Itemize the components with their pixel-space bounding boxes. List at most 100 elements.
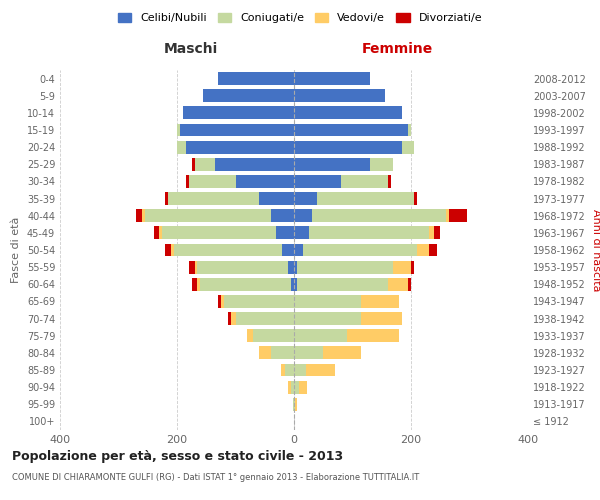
Text: Maschi: Maschi xyxy=(164,42,218,56)
Bar xyxy=(235,175,294,188)
Bar xyxy=(174,244,283,256)
Bar xyxy=(183,106,294,120)
Bar xyxy=(288,380,291,394)
Bar xyxy=(283,244,294,256)
Bar xyxy=(291,380,294,394)
Bar xyxy=(259,192,294,205)
Bar xyxy=(194,158,215,170)
Bar xyxy=(347,330,400,342)
Bar xyxy=(306,364,335,376)
Bar xyxy=(186,140,294,153)
Bar xyxy=(294,158,370,170)
Bar xyxy=(224,295,294,308)
Bar xyxy=(294,175,341,188)
Bar xyxy=(231,312,235,325)
Bar xyxy=(171,244,174,256)
Bar xyxy=(361,312,402,325)
Bar xyxy=(177,124,180,136)
Bar xyxy=(311,210,446,222)
Bar xyxy=(370,158,394,170)
Bar xyxy=(288,260,294,274)
Bar xyxy=(411,260,414,274)
Bar xyxy=(446,210,449,222)
Bar xyxy=(271,346,294,360)
Bar xyxy=(428,244,437,256)
Bar xyxy=(294,226,308,239)
Bar xyxy=(294,346,323,360)
Bar xyxy=(294,72,370,85)
Bar xyxy=(294,380,299,394)
Bar xyxy=(293,398,294,410)
Bar xyxy=(388,175,391,188)
Bar xyxy=(259,346,271,360)
Bar xyxy=(341,175,388,188)
Bar xyxy=(142,210,145,222)
Bar xyxy=(154,226,160,239)
Bar xyxy=(160,226,163,239)
Bar xyxy=(308,226,428,239)
Bar xyxy=(414,192,417,205)
Bar xyxy=(180,124,294,136)
Bar xyxy=(200,278,291,290)
Bar xyxy=(168,192,259,205)
Bar xyxy=(228,312,231,325)
Bar xyxy=(294,330,347,342)
Bar xyxy=(297,278,388,290)
Bar xyxy=(145,210,271,222)
Bar xyxy=(191,158,194,170)
Bar xyxy=(361,295,400,308)
Bar xyxy=(294,295,361,308)
Bar xyxy=(294,278,297,290)
Bar xyxy=(235,312,294,325)
Bar xyxy=(294,364,306,376)
Bar xyxy=(303,244,417,256)
Bar xyxy=(197,260,288,274)
Bar xyxy=(163,226,277,239)
Bar xyxy=(294,398,295,410)
Bar xyxy=(221,295,224,308)
Y-axis label: Fasce di età: Fasce di età xyxy=(11,217,21,283)
Bar xyxy=(218,295,221,308)
Bar xyxy=(299,380,307,394)
Bar xyxy=(294,260,297,274)
Bar xyxy=(186,175,188,188)
Bar xyxy=(277,226,294,239)
Bar xyxy=(294,124,408,136)
Bar xyxy=(285,364,294,376)
Bar xyxy=(294,244,303,256)
Bar xyxy=(247,330,253,342)
Bar xyxy=(253,330,294,342)
Bar xyxy=(294,106,402,120)
Bar xyxy=(402,140,414,153)
Bar xyxy=(434,226,440,239)
Bar xyxy=(394,260,411,274)
Bar xyxy=(177,140,186,153)
Legend: Celibi/Nubili, Coniugati/e, Vedovi/e, Divorziati/e: Celibi/Nubili, Coniugati/e, Vedovi/e, Di… xyxy=(113,8,487,28)
Bar xyxy=(188,175,235,188)
Bar xyxy=(408,278,411,290)
Bar xyxy=(388,278,408,290)
Bar xyxy=(291,278,294,290)
Bar xyxy=(294,192,317,205)
Bar xyxy=(294,90,385,102)
Bar xyxy=(136,210,142,222)
Bar xyxy=(428,226,434,239)
Bar xyxy=(215,158,294,170)
Bar xyxy=(191,278,197,290)
Bar xyxy=(294,210,311,222)
Bar xyxy=(294,312,361,325)
Bar xyxy=(218,72,294,85)
Bar xyxy=(317,192,414,205)
Bar xyxy=(197,278,200,290)
Bar xyxy=(323,346,361,360)
Bar xyxy=(281,364,285,376)
Bar xyxy=(166,192,168,205)
Bar xyxy=(189,260,194,274)
Text: COMUNE DI CHIARAMONTE GULFI (RG) - Dati ISTAT 1° gennaio 2013 - Elaborazione TUT: COMUNE DI CHIARAMONTE GULFI (RG) - Dati … xyxy=(12,472,419,482)
Bar xyxy=(203,90,294,102)
Bar xyxy=(417,244,428,256)
Bar xyxy=(295,398,297,410)
Bar xyxy=(449,210,467,222)
Bar xyxy=(297,260,394,274)
Bar xyxy=(271,210,294,222)
